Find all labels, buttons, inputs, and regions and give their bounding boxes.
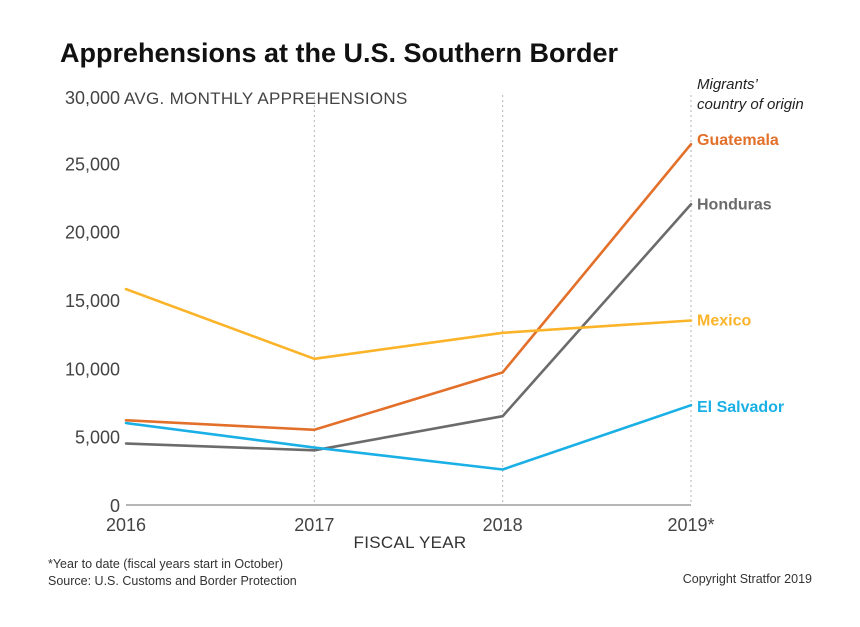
y-axis-ticks: 0 5,000 10,000 15,000 20,000 25,000 30,000	[65, 88, 120, 516]
series-line-honduras	[124, 203, 693, 452]
y-tick-label: 30,000	[65, 88, 120, 108]
x-tick-label: 2018	[483, 515, 523, 535]
x-axis-label: FISCAL YEAR	[354, 533, 467, 552]
series-line-mexico	[124, 287, 693, 361]
source-note: Source: U.S. Customs and Border Protecti…	[48, 574, 297, 588]
y-tick-label: 10,000	[65, 359, 120, 379]
y-tick-label: 20,000	[65, 223, 120, 243]
y-axis-label: AVG. MONTHLY APPREHENSIONS	[124, 89, 408, 108]
series-labels: Guatemala Honduras Mexico El Salvador	[697, 132, 784, 416]
series-label-mexico: Mexico	[697, 313, 751, 330]
x-tick-label: 2016	[106, 515, 146, 535]
x-axis-ticks: 2016 2017 2018 2019*	[106, 515, 715, 535]
chart-title: Apprehensions at the U.S. Southern Borde…	[60, 38, 619, 68]
series-label-guatemala: Guatemala	[697, 132, 779, 149]
legend-title-line-1: Migrants’	[697, 76, 759, 93]
y-tick-label: 25,000	[65, 154, 120, 174]
y-tick-label: 15,000	[65, 291, 120, 311]
copyright-note: Copyright Stratfor 2019	[683, 572, 812, 586]
series-line-guatemala	[124, 142, 693, 432]
series-label-el-salvador: El Salvador	[697, 399, 784, 416]
series-line-el-salvador	[124, 403, 693, 471]
y-tick-label: 5,000	[75, 428, 120, 448]
y-tick-label: 0	[110, 496, 120, 516]
x-tick-label: 2019*	[667, 515, 714, 535]
x-tick-label: 2017	[294, 515, 334, 535]
legend-title-line-2: country of origin	[697, 96, 804, 113]
series-label-honduras: Honduras	[697, 196, 772, 213]
grid	[126, 95, 692, 506]
footnote: *Year to date (fiscal years start in Oct…	[48, 557, 283, 571]
series-lines	[124, 142, 693, 471]
